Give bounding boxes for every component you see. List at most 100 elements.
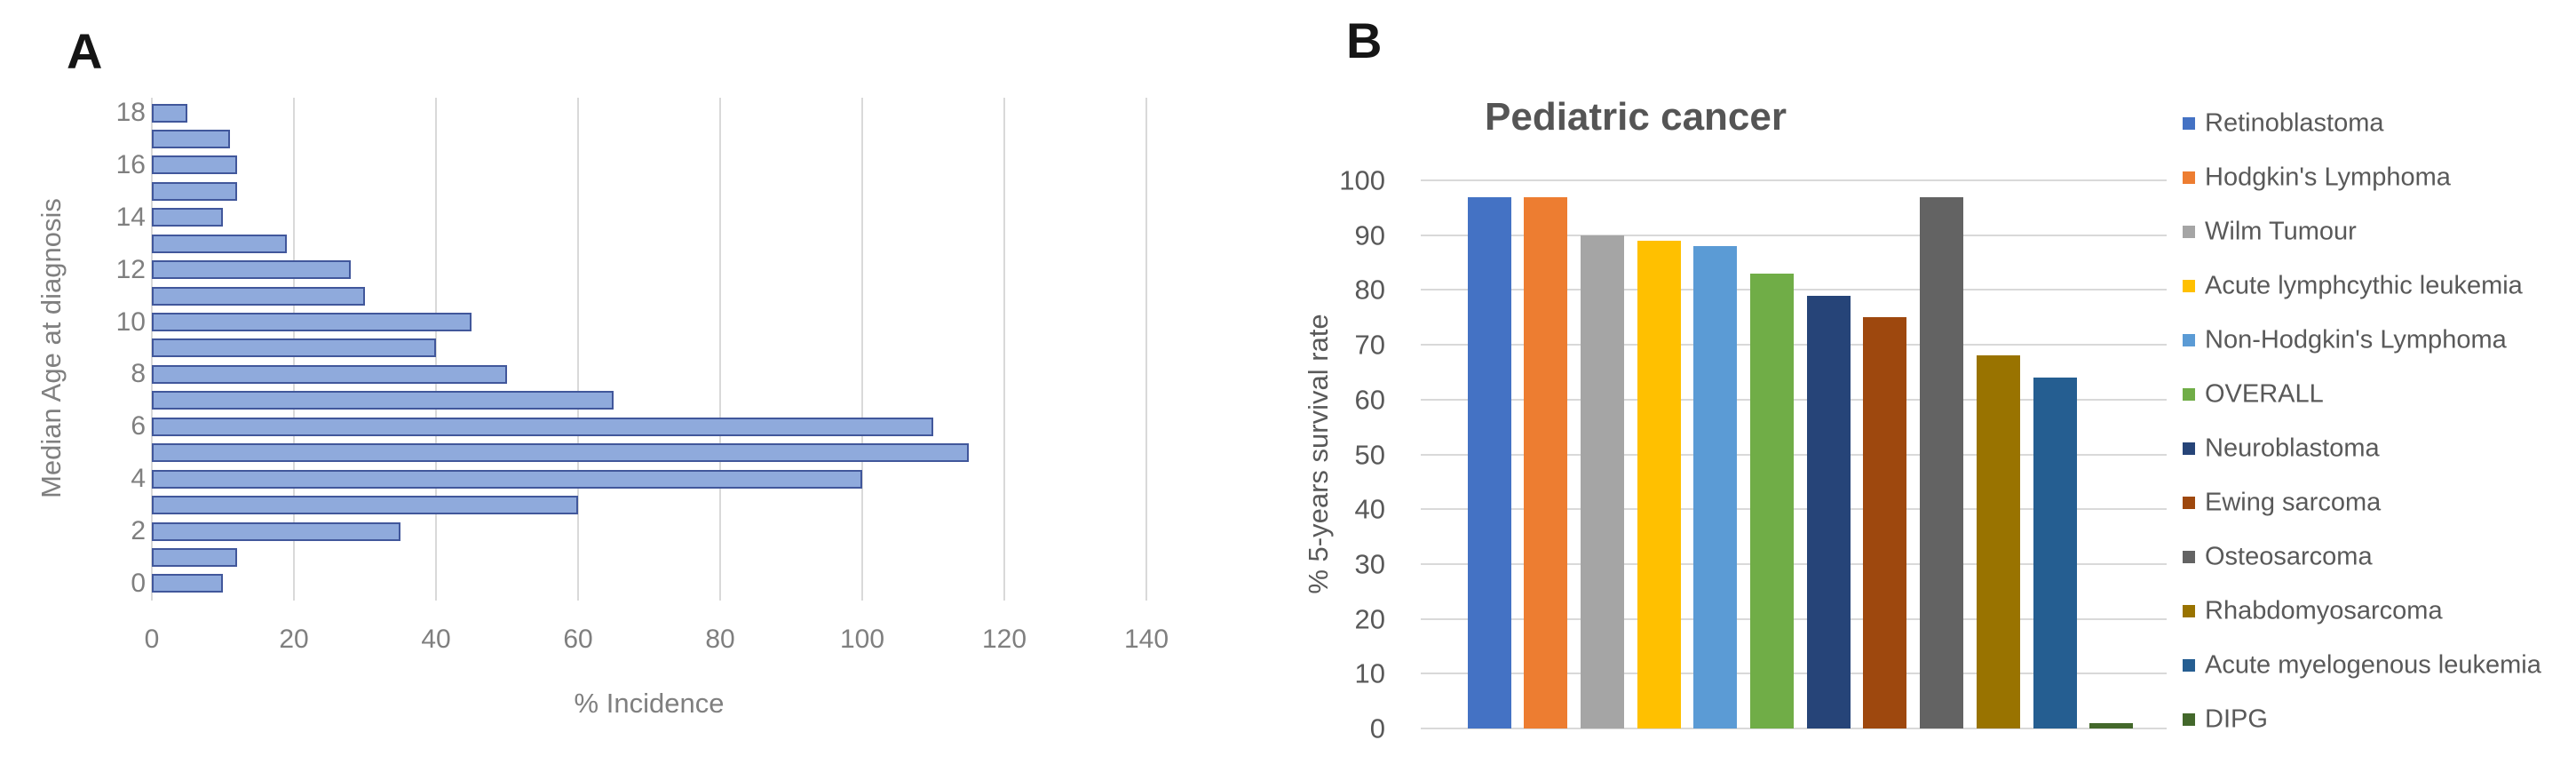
incidence-bar (152, 391, 614, 410)
incidence-bar (152, 469, 862, 489)
x-axis-title: % Incidence (574, 688, 725, 719)
y-tick-label: 100 (1339, 164, 1385, 196)
chart-title: Pediatric cancer (1485, 95, 1787, 139)
y-tick-label: 0 (131, 568, 146, 598)
survival-bar (1976, 355, 2020, 728)
legend-label: Acute lymphcythic leukemia (2205, 271, 2523, 300)
survival-bar (2033, 378, 2077, 728)
y-tick-label: 70 (1354, 329, 1385, 361)
y-tick-label: 20 (1354, 603, 1385, 635)
legend-swatch (2183, 226, 2195, 238)
x-tick-label: 80 (705, 625, 735, 654)
y-axis-title: Median Age at diagnosis (36, 198, 67, 498)
y-tick-label: 90 (1354, 219, 1385, 251)
gridline (1421, 234, 2167, 236)
panel-b-label: B (1346, 12, 1383, 68)
gridline (1421, 179, 2167, 181)
gridline (1421, 728, 2167, 729)
gridline (1421, 673, 2167, 675)
y-tick-label: 80 (1354, 274, 1385, 306)
y-tick-label: 10 (1354, 657, 1385, 689)
survival-bar (1920, 196, 1964, 728)
incidence-bar (152, 286, 365, 306)
legend-label: Osteosarcoma (2205, 542, 2373, 571)
y-tick-label: 30 (1354, 548, 1385, 580)
x-tick-label: 60 (563, 625, 593, 654)
y-tick-label: 60 (1354, 384, 1385, 416)
gridline (861, 98, 863, 601)
incidence-bar (152, 417, 933, 436)
y-tick-label: 18 (115, 98, 146, 127)
x-tick-label: 100 (839, 625, 885, 654)
x-tick-label: 20 (279, 625, 309, 654)
gridline (577, 98, 579, 601)
incidence-bar (152, 234, 287, 253)
legend-swatch (2183, 171, 2195, 184)
gridline (1421, 508, 2167, 511)
y-tick-label: 0 (1369, 712, 1385, 744)
legend-swatch (2183, 280, 2195, 292)
incidence-bar (152, 181, 237, 201)
x-tick-label: 40 (421, 625, 451, 654)
gridline (1421, 289, 2167, 291)
legend-swatch (2183, 334, 2195, 346)
incidence-bar (152, 208, 223, 227)
gridline (1421, 453, 2167, 456)
gridline (1421, 398, 2167, 401)
survival-bar (1693, 246, 1738, 728)
incidence-bar (152, 260, 351, 280)
legend-label: Rhabdomyosarcoma (2205, 596, 2443, 625)
survival-bar (1806, 295, 1851, 728)
incidence-bar (152, 129, 230, 148)
incidence-bar (152, 103, 187, 123)
gridline (1145, 98, 1147, 601)
legend-swatch (2183, 497, 2195, 509)
incidence-bar (152, 155, 237, 175)
y-tick-label: 12 (115, 254, 146, 284)
y-tick-label: 16 (115, 149, 146, 179)
legend-label: Acute myelogenous leukemia (2205, 650, 2541, 680)
legend-label: DIPG (2205, 704, 2268, 734)
survival-bar (1863, 317, 1907, 728)
y-tick-label: 10 (115, 306, 146, 337)
gridline (719, 98, 721, 601)
y-tick-label: 50 (1354, 439, 1385, 470)
y-tick-label: 14 (115, 202, 146, 232)
legend-swatch (2183, 605, 2195, 617)
legend-label: Neuroblastoma (2205, 434, 2380, 463)
gridline (1003, 98, 1005, 601)
gridline (435, 98, 437, 601)
survival-bar (1580, 235, 1624, 728)
legend-label: Wilm Tumour (2205, 217, 2357, 246)
legend-swatch (2183, 551, 2195, 563)
y-tick-label: 8 (131, 359, 146, 389)
legend-label: Hodgkin's Lymphoma (2205, 163, 2451, 192)
y-tick-label: 6 (131, 411, 146, 442)
legend-swatch (2183, 117, 2195, 130)
x-tick-label: 120 (981, 625, 1027, 654)
legend-swatch (2183, 388, 2195, 401)
panel-a-label: A (67, 23, 103, 79)
legend-swatch (2183, 442, 2195, 455)
survival-bar (1637, 240, 1681, 728)
x-tick-label: 140 (1123, 625, 1169, 654)
y-tick-label: 2 (131, 516, 146, 546)
incidence-bar (152, 574, 223, 593)
incidence-bar (152, 313, 472, 332)
y-tick-label: 4 (131, 464, 146, 494)
legend-label: OVERALL (2205, 379, 2324, 409)
survival-bar (1524, 196, 1568, 728)
incidence-bar (152, 338, 436, 358)
survival-bar (2089, 722, 2134, 728)
y-tick-label: 40 (1354, 493, 1385, 525)
legend-swatch (2183, 713, 2195, 726)
legend-label: Ewing sarcoma (2205, 488, 2382, 517)
legend-swatch (2183, 659, 2195, 672)
incidence-bar (152, 364, 507, 384)
gridline (1421, 344, 2167, 346)
incidence-bar (152, 443, 969, 463)
gridline (1421, 562, 2167, 565)
x-tick-label: 0 (144, 625, 160, 654)
gridline (1421, 617, 2167, 620)
